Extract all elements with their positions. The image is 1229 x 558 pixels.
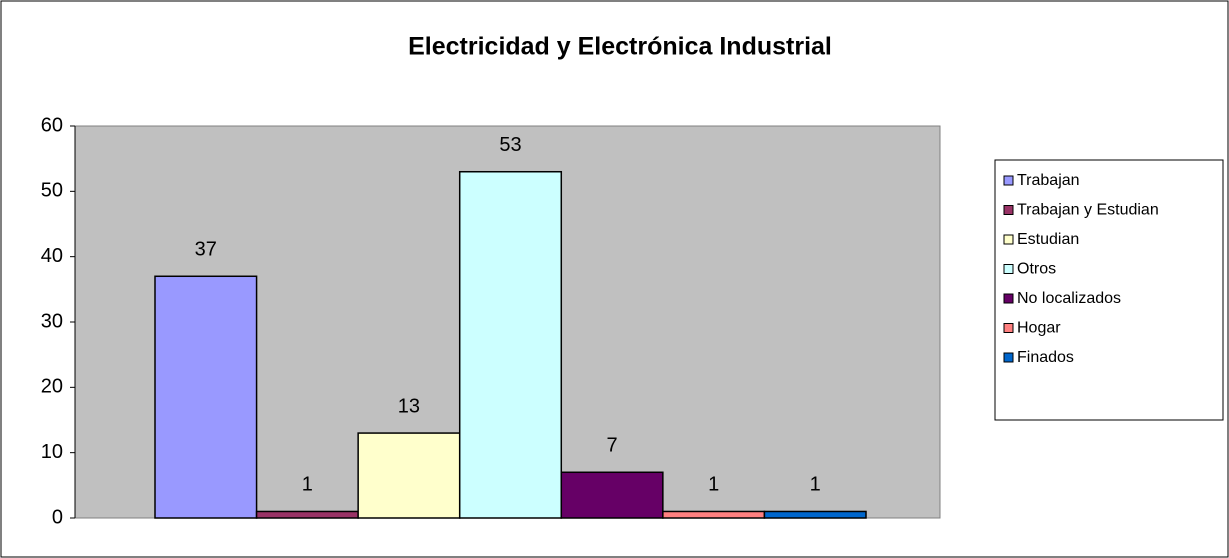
legend-label: Finados bbox=[1017, 349, 1074, 366]
bar bbox=[357, 432, 461, 519]
bar bbox=[662, 510, 766, 519]
legend-swatch bbox=[1003, 234, 1014, 245]
y-tick-label: 10 bbox=[41, 441, 63, 463]
y-tick-label: 0 bbox=[52, 506, 63, 528]
legend-label: No localizados bbox=[1017, 290, 1121, 307]
chart-title: Electricidad y Electrónica Industrial bbox=[408, 33, 832, 61]
y-tick-label: 60 bbox=[41, 114, 63, 136]
data-label: 1 bbox=[708, 474, 719, 496]
legend-swatch bbox=[1003, 323, 1014, 333]
data-label: 13 bbox=[398, 395, 420, 417]
y-tick-label: 30 bbox=[41, 310, 63, 332]
legend-swatch bbox=[1003, 352, 1014, 363]
legend-label: Trabajan y Estudian bbox=[1017, 202, 1159, 219]
data-label: 37 bbox=[195, 239, 217, 261]
y-tick-label: 20 bbox=[41, 376, 63, 398]
legend-swatch bbox=[1003, 175, 1014, 186]
data-label: 1 bbox=[810, 474, 821, 496]
legend bbox=[994, 159, 1224, 421]
bar bbox=[763, 510, 867, 519]
data-label: 53 bbox=[499, 134, 521, 156]
bar bbox=[255, 510, 359, 519]
legend-label: Otros bbox=[1017, 261, 1056, 278]
legend-swatch bbox=[1003, 293, 1014, 304]
bar bbox=[560, 471, 664, 519]
legend-label: Trabajan bbox=[1017, 172, 1080, 189]
y-tick-label: 50 bbox=[41, 180, 63, 202]
bar bbox=[458, 170, 563, 519]
y-tick-label: 40 bbox=[41, 245, 63, 267]
legend-label: Estudian bbox=[1017, 231, 1079, 248]
data-label: 1 bbox=[302, 474, 313, 496]
bar bbox=[154, 275, 258, 519]
legend-swatch bbox=[1003, 264, 1014, 274]
legend-label: Hogar bbox=[1017, 320, 1061, 337]
data-label: 7 bbox=[607, 435, 618, 457]
legend-swatch bbox=[1003, 205, 1014, 215]
